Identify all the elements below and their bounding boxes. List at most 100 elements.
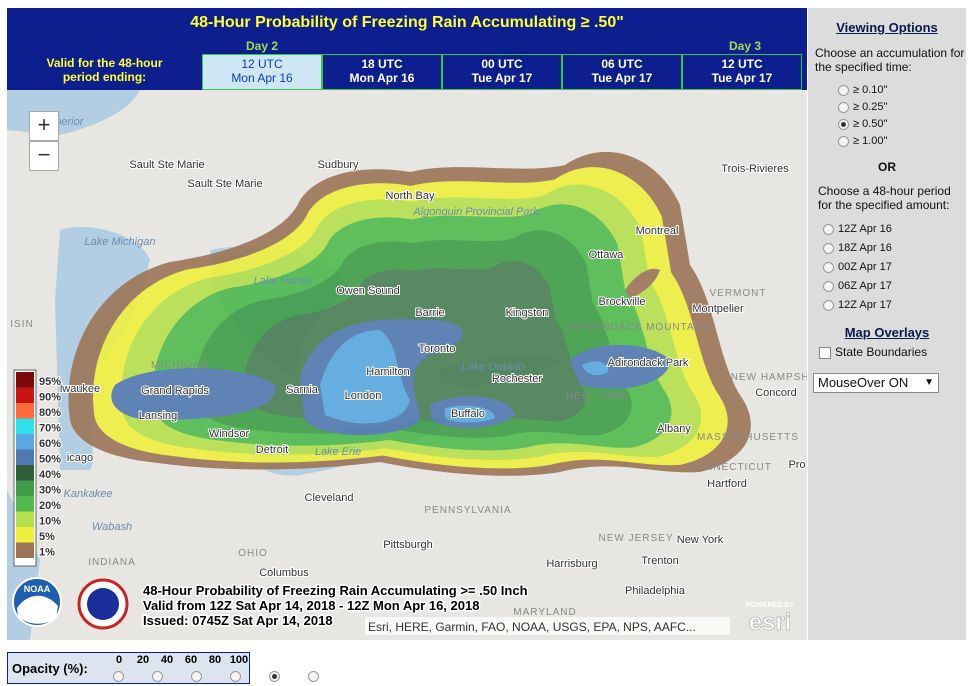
legend-label: 50% — [39, 454, 61, 466]
opacity-radio[interactable] — [230, 671, 241, 683]
place-label: MARYLAND — [513, 607, 576, 618]
radio-label: 12Z Apr 17 — [838, 299, 892, 311]
zoom-out[interactable]: − — [29, 141, 59, 171]
time-tab[interactable]: 00 UTC Tue Apr 17 — [442, 54, 562, 90]
place-label: icago — [67, 452, 93, 464]
radio[interactable] — [823, 299, 834, 311]
legend-swatch — [16, 387, 34, 403]
radio-option[interactable]: ≥ 1.00" — [838, 135, 887, 147]
contour — [582, 361, 609, 376]
place-label: Sault Ste Marie — [187, 178, 262, 190]
panel-title: Viewing Options — [836, 20, 938, 35]
place-label: Buffalo — [451, 408, 485, 420]
radio-option[interactable]: 00Z Apr 17 — [823, 261, 892, 273]
mouseover-select[interactable]: MouseOver ON ▼ — [813, 373, 939, 393]
legend-swatch — [16, 403, 34, 419]
zoom-in[interactable]: + — [29, 111, 59, 141]
radio-label: ≥ 0.10" — [853, 84, 888, 96]
place-label: Lansing — [139, 410, 178, 422]
place-label: OHIO — [238, 548, 268, 559]
time-tab[interactable]: 12 UTC Tue Apr 17 — [682, 54, 802, 90]
checkbox[interactable] — [819, 346, 831, 359]
contour — [570, 345, 670, 389]
radio[interactable] — [823, 261, 834, 273]
legend-label: 90% — [39, 392, 61, 404]
place-label: Windsor — [209, 428, 250, 440]
radio-label: 06Z Apr 17 — [838, 280, 892, 292]
tab-date: Tue Apr 17 — [471, 71, 533, 85]
place-label: Kingston — [506, 307, 549, 319]
time-tab[interactable]: 12 UTC Mon Apr 16 — [202, 54, 322, 90]
legend-label: 60% — [39, 438, 61, 450]
place-label: Grand Rapids — [141, 385, 209, 397]
radio[interactable] — [823, 223, 834, 235]
radio[interactable] — [823, 280, 834, 292]
legend-swatch — [16, 418, 34, 434]
select-value: MouseOver ON — [818, 375, 909, 390]
radio[interactable] — [838, 84, 849, 96]
opacity-radio[interactable] — [191, 671, 202, 683]
opacity-radio[interactable] — [113, 671, 124, 683]
legend-swatch — [16, 372, 34, 388]
opacity-radio[interactable] — [269, 671, 280, 683]
place-label: Algonquin Provincial Park — [412, 206, 539, 218]
place-label: Harrisburg — [546, 558, 597, 570]
place-label: Concord — [755, 387, 797, 399]
place-label: Cleveland — [305, 492, 354, 504]
legend-swatch — [16, 434, 34, 450]
legend-swatch — [16, 496, 34, 512]
legend-swatch — [16, 542, 34, 558]
place-label: Sudbury — [318, 159, 359, 171]
radio-option[interactable]: 06Z Apr 17 — [823, 280, 892, 292]
opacity-radio[interactable] — [308, 671, 319, 683]
place-label: Ottawa — [589, 249, 625, 261]
radio[interactable] — [823, 242, 834, 254]
contour — [320, 330, 410, 424]
opacity-value: 80 — [208, 654, 222, 666]
overlays-title: Map Overlays — [844, 325, 930, 340]
tab-time: 00 UTC — [481, 57, 523, 71]
time-tab[interactable]: 06 UTC Tue Apr 17 — [562, 54, 682, 90]
radio-option[interactable]: 12Z Apr 17 — [823, 299, 892, 311]
radio-label: 18Z Apr 16 — [838, 242, 892, 254]
radio[interactable] — [838, 135, 849, 147]
radio-option[interactable]: ≥ 0.25" — [838, 101, 887, 113]
place-label: NEW YORK — [566, 391, 628, 402]
legend-label: 70% — [39, 423, 61, 435]
radio-option[interactable]: ≥ 0.10" — [838, 84, 887, 96]
esri-powered: POWERED BY — [746, 602, 794, 609]
place-label: Albany — [657, 423, 691, 435]
radio[interactable] — [838, 101, 849, 113]
caption-line: Issued: 0745Z Sat Apr 14, 2018 — [143, 613, 333, 628]
noaa-text: NOAA — [24, 584, 51, 594]
legend-swatch — [16, 527, 34, 543]
tab-time: 06 UTC — [601, 57, 643, 71]
radio-label: ≥ 0.50" — [853, 118, 888, 130]
radio[interactable] — [838, 118, 849, 130]
opacity-control: Opacity (%): 0 20 40 60 80 100 — [7, 652, 319, 684]
tab-date: Tue Apr 17 — [591, 71, 653, 85]
place-label: Trenton — [641, 555, 679, 567]
overlay-option[interactable]: State Boundaries — [819, 345, 927, 359]
legend-label: 80% — [39, 407, 61, 419]
radio-option[interactable]: 18Z Apr 16 — [823, 242, 892, 254]
opacity-radio[interactable] — [152, 671, 163, 683]
place-label: Toronto — [419, 343, 456, 355]
legend-swatch — [16, 449, 34, 465]
tab-time: 18 UTC — [361, 57, 403, 71]
place-label: Lake Michigan — [85, 236, 156, 248]
place-label: Barrie — [415, 307, 444, 319]
place-label: Brockville — [598, 296, 645, 308]
contour — [445, 405, 495, 423]
radio-label: 12Z Apr 16 — [838, 223, 892, 235]
legend-label: 20% — [39, 500, 61, 512]
radio-option[interactable]: 12Z Apr 16 — [823, 223, 892, 235]
tab-time: 12 UTC — [241, 57, 283, 71]
legend-label: 5% — [39, 531, 55, 543]
time-tab[interactable]: 18 UTC Mon Apr 16 — [322, 54, 442, 90]
esri-logo: esri — [749, 609, 792, 636]
radio-option[interactable]: ≥ 0.50" — [838, 118, 887, 130]
day-label: Day 3 — [729, 39, 762, 53]
